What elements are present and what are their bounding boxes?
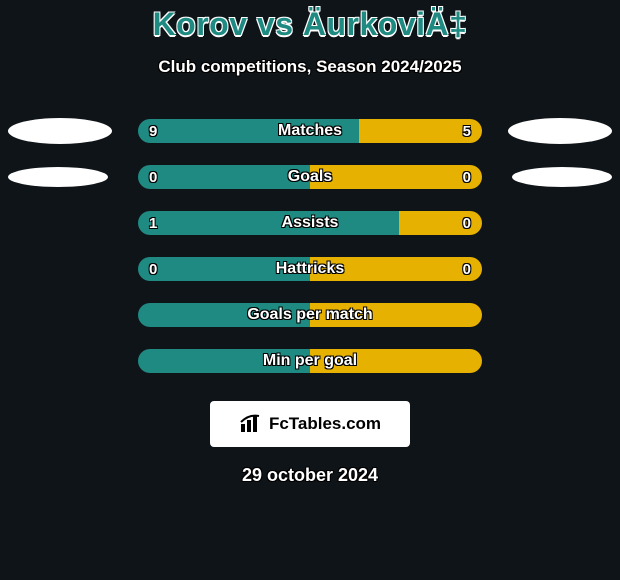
page-title: Korov vs ÄurkoviÄ‡ [0, 0, 620, 43]
value-right: 5 [463, 119, 471, 143]
value-right: 0 [463, 257, 471, 281]
bar-left [138, 349, 310, 373]
site-logo: FcTables.com [210, 401, 410, 447]
stat-row: Goals per match [0, 303, 620, 327]
page-subtitle: Club competitions, Season 2024/2025 [0, 57, 620, 77]
stat-row: Goals0 0 [0, 165, 620, 189]
bar-left [138, 303, 310, 327]
bar-left [138, 257, 310, 281]
bar-track: Goals per match [138, 303, 482, 327]
comparison-canvas: Korov vs ÄurkoviÄ‡ Club competitions, Se… [0, 0, 620, 580]
player-ellipse [8, 118, 112, 144]
value-right: 0 [463, 211, 471, 235]
bar-right [310, 165, 482, 189]
bar-track: Assists [138, 211, 482, 235]
bar-track: Goals [138, 165, 482, 189]
bar-left [138, 211, 399, 235]
value-left: 9 [149, 119, 157, 143]
date-text: 29 october 2024 [0, 465, 620, 486]
bar-track: Matches [138, 119, 482, 143]
bar-right [310, 257, 482, 281]
bar-right [310, 349, 482, 373]
player-ellipse [512, 167, 612, 187]
bar-track: Hattricks [138, 257, 482, 281]
bar-left [138, 165, 310, 189]
player-ellipse [508, 118, 612, 144]
value-left: 1 [149, 211, 157, 235]
bars-icon [239, 414, 263, 434]
stat-row: Assists1 0 [0, 211, 620, 235]
logo-text: FcTables.com [269, 414, 381, 434]
value-right: 0 [463, 165, 471, 189]
value-left: 0 [149, 165, 157, 189]
bar-right [310, 303, 482, 327]
value-left: 0 [149, 257, 157, 281]
stat-row: Matches9 5 [0, 119, 620, 143]
bar-left [138, 119, 359, 143]
stat-rows: Matches95Goals00Assists10Hattricks00Goal… [0, 119, 620, 373]
player-ellipse [8, 167, 108, 187]
stat-row: Min per goal [0, 349, 620, 373]
bar-track: Min per goal [138, 349, 482, 373]
stat-row: Hattricks0 0 [0, 257, 620, 281]
